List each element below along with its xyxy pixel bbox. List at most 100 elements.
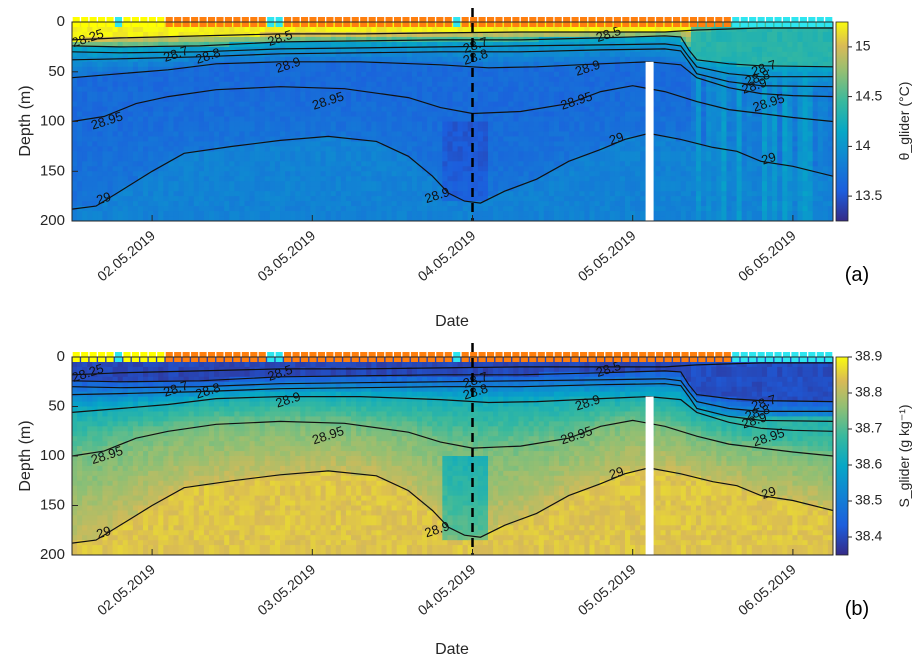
field-cell <box>533 26 540 33</box>
field-cell <box>685 161 692 167</box>
field-cell <box>528 121 535 128</box>
field-cell <box>432 106 438 113</box>
field-cell <box>274 146 281 152</box>
field-cell <box>559 26 565 33</box>
field-cell <box>696 146 702 152</box>
field-cell <box>203 216 210 221</box>
field-cell <box>685 76 692 83</box>
field-cell <box>548 76 555 83</box>
field-cell <box>244 166 251 172</box>
field-cell <box>168 101 175 108</box>
field-cell <box>630 36 636 43</box>
field-cell <box>472 146 479 152</box>
field-cell <box>224 201 230 207</box>
field-cell <box>594 116 601 123</box>
field-cell <box>493 31 499 38</box>
field-cell <box>376 56 383 63</box>
field-cell <box>513 141 520 147</box>
field-cell <box>117 121 124 128</box>
field-cell <box>538 126 545 133</box>
field-cell <box>569 166 575 172</box>
field-cell <box>178 186 185 192</box>
field-cell <box>244 191 251 197</box>
field-cell <box>300 101 306 108</box>
field-cell <box>442 141 449 147</box>
field-cell <box>452 106 459 113</box>
field-cell <box>493 176 499 182</box>
field-cell <box>564 106 570 113</box>
field-cell <box>356 76 362 83</box>
field-cell <box>564 61 570 68</box>
field-cell <box>680 141 687 147</box>
field-cell <box>432 156 438 162</box>
field-cell <box>193 26 200 33</box>
field-cell <box>452 26 459 33</box>
field-cell <box>508 101 514 108</box>
field-cell <box>411 181 418 187</box>
field-cell <box>614 81 621 88</box>
field-cell <box>82 106 88 113</box>
field-cell <box>670 121 677 128</box>
field-cell <box>254 186 261 192</box>
field-cell <box>92 96 98 103</box>
field-cell <box>452 111 459 118</box>
field-cell <box>315 151 322 157</box>
field-cell <box>330 31 337 38</box>
field-cell <box>701 51 707 58</box>
field-cell <box>690 36 697 43</box>
field-cell <box>645 36 651 43</box>
field-cell <box>498 106 504 113</box>
field-cell <box>411 196 418 202</box>
field-cell <box>548 31 555 38</box>
field-cell <box>280 91 286 98</box>
field-cell <box>401 96 408 103</box>
field-cell <box>386 201 393 207</box>
field-cell <box>619 146 626 152</box>
field-cell <box>624 61 631 68</box>
field-cell <box>112 46 119 53</box>
field-cell <box>310 196 317 202</box>
field-cell <box>335 156 342 162</box>
field-cell <box>381 121 388 128</box>
field-cell <box>310 26 317 33</box>
field-cell <box>462 46 469 53</box>
field-cell <box>305 111 312 118</box>
field-cell <box>72 101 78 108</box>
field-cell <box>599 161 606 167</box>
field-cell <box>148 61 154 68</box>
field-cell <box>559 106 565 113</box>
field-cell <box>422 126 428 133</box>
field-cell <box>356 61 362 68</box>
field-cell <box>432 96 438 103</box>
field-cell <box>442 146 449 152</box>
field-cell <box>137 191 144 197</box>
field-cell <box>234 86 241 93</box>
field-cell <box>630 201 636 207</box>
field-cell <box>660 191 667 197</box>
field-cell <box>92 176 98 182</box>
field-cell <box>523 181 530 187</box>
field-cell <box>259 116 266 123</box>
field-cell <box>422 161 428 167</box>
field-cell <box>548 146 555 152</box>
field-cell <box>356 161 362 167</box>
field-cell <box>660 31 667 38</box>
field-cell <box>685 126 692 133</box>
field-cell <box>295 206 301 212</box>
field-cell <box>193 216 200 221</box>
field-cell <box>305 86 312 93</box>
field-cell <box>462 66 469 73</box>
field-cell <box>82 161 88 167</box>
field-cell <box>391 71 398 78</box>
field-cell <box>584 191 591 197</box>
field-cell <box>543 51 550 58</box>
field-cell <box>655 161 662 167</box>
field-cell <box>477 121 484 128</box>
field-cell <box>665 76 672 83</box>
field-cell <box>198 126 205 133</box>
field-cell <box>82 191 88 197</box>
field-cell <box>655 96 662 103</box>
field-cell <box>411 121 418 128</box>
field-cell <box>553 96 560 103</box>
field-cell <box>290 206 296 212</box>
